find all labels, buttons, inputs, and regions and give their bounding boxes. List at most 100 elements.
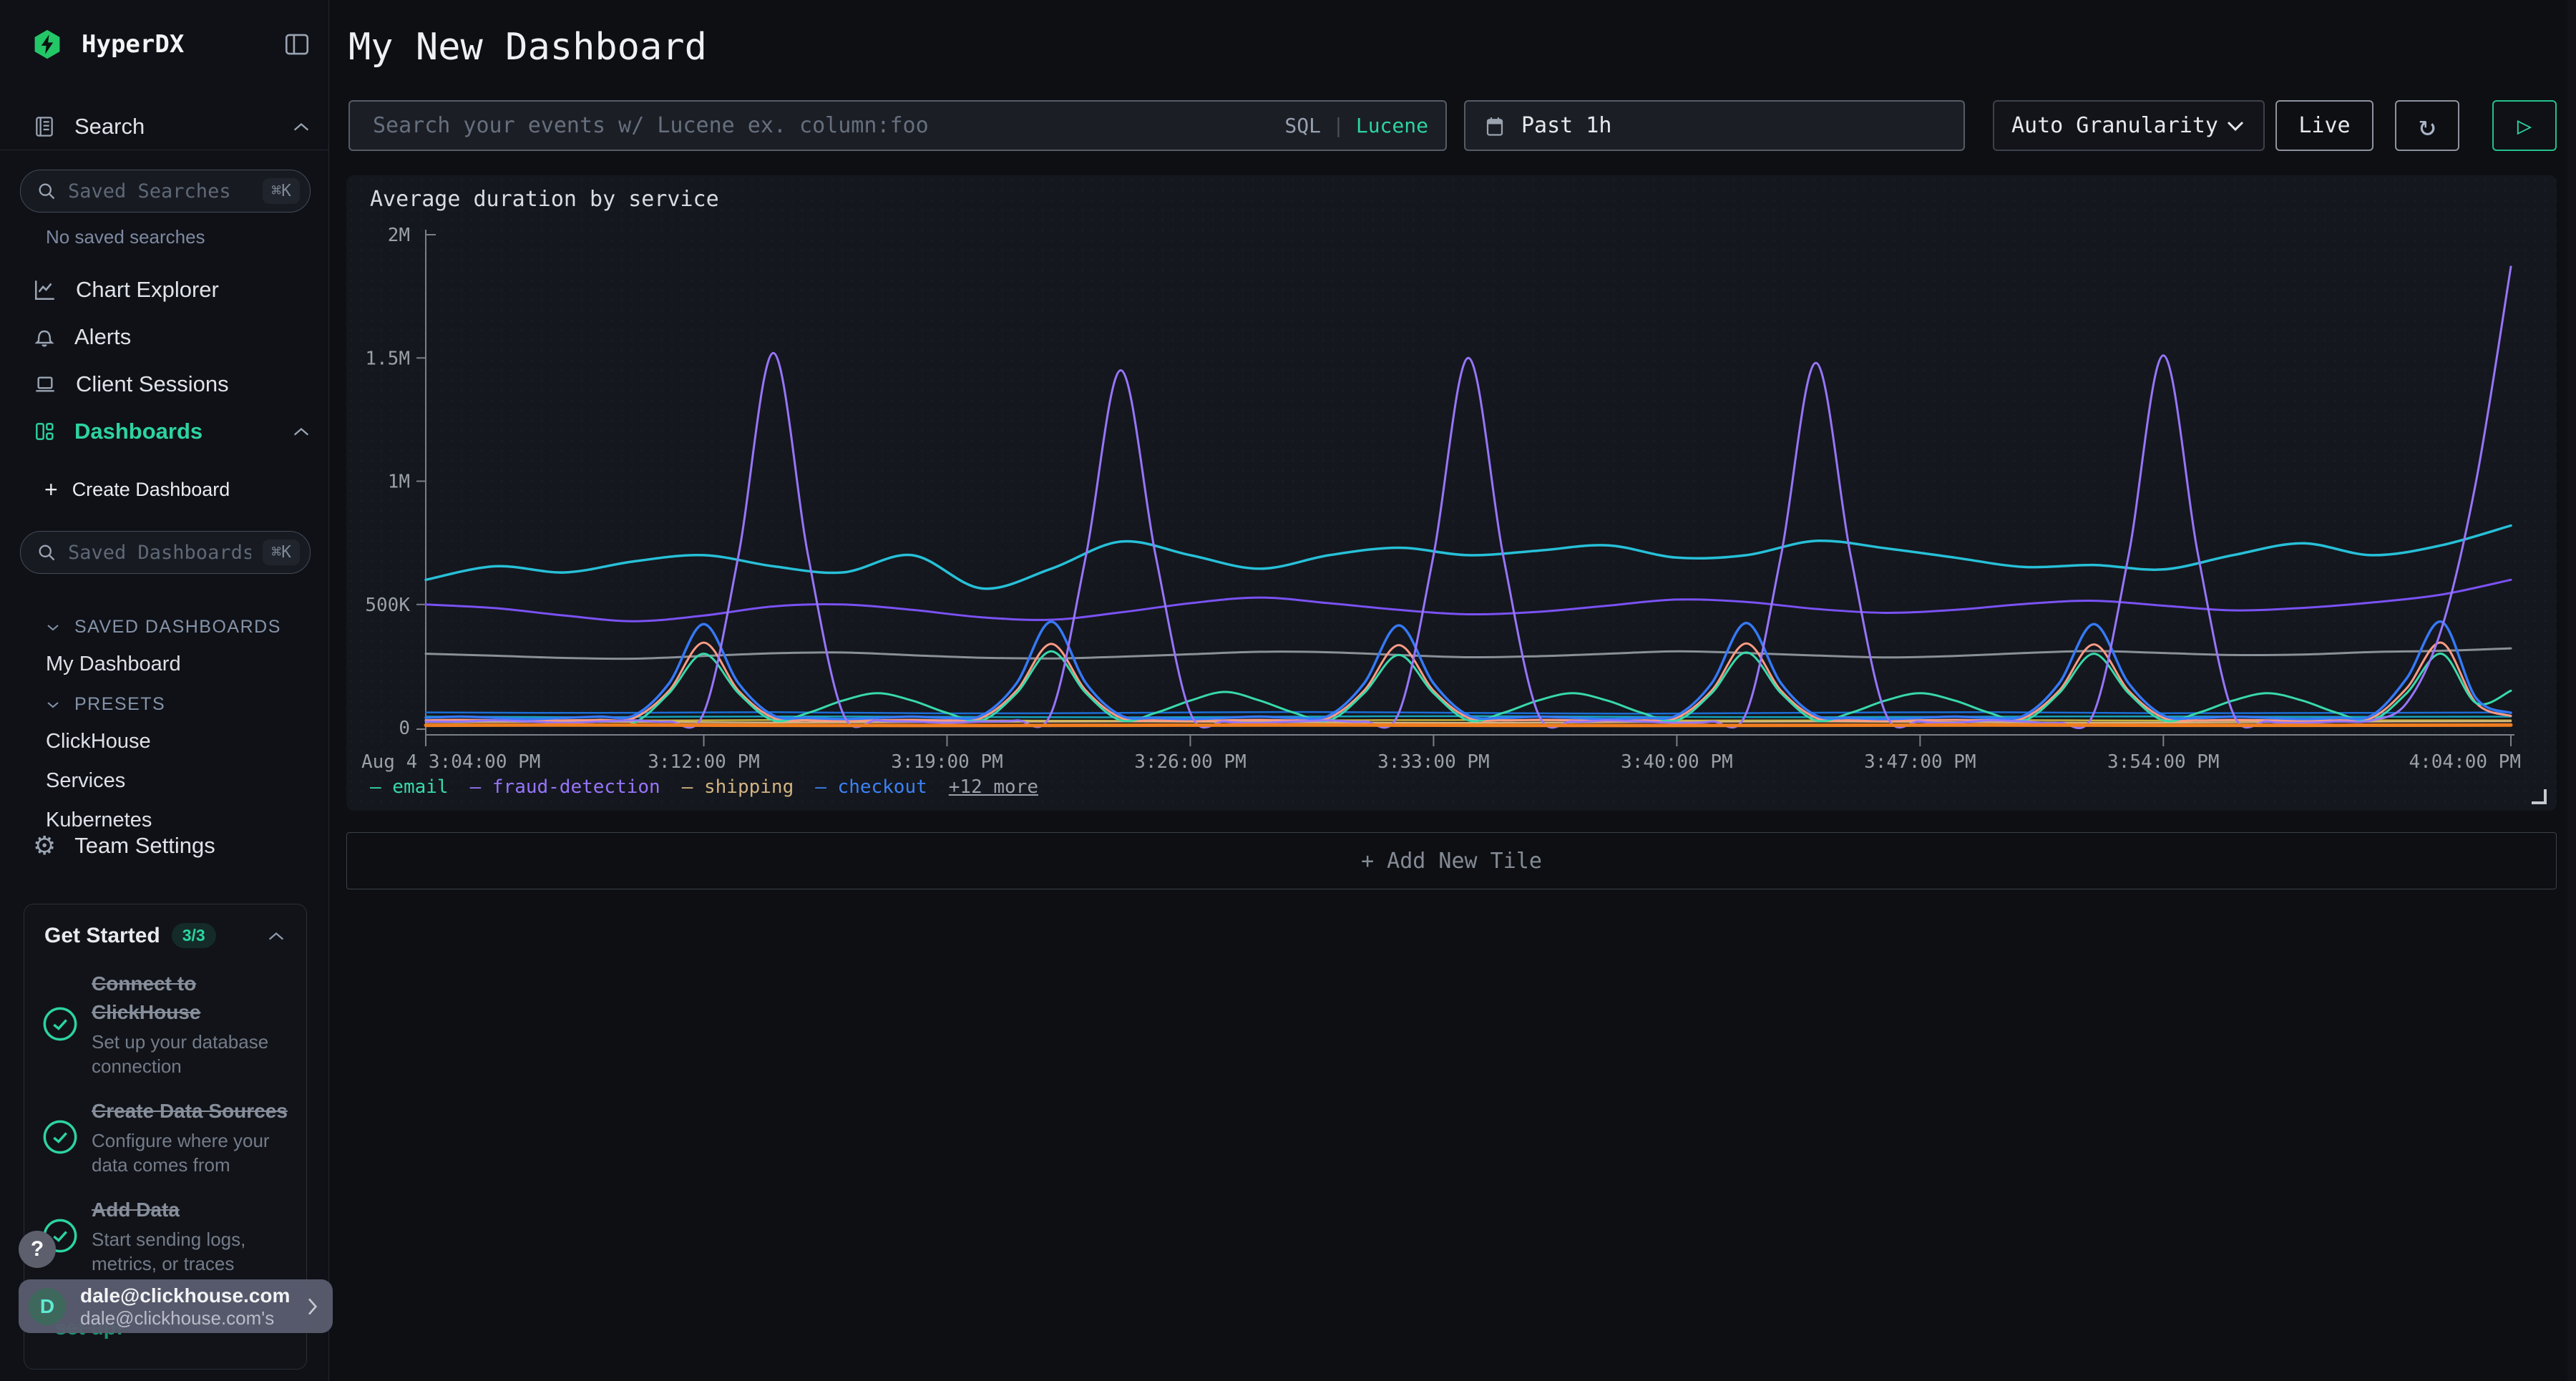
legend-item-email[interactable]: — email xyxy=(370,776,449,798)
search-icon xyxy=(36,181,57,201)
chevron-up-icon xyxy=(291,119,311,134)
sidebar-item-label: Dashboards xyxy=(74,419,203,444)
get-started-item-create-data-sources[interactable]: Create Data Sources Configure where your … xyxy=(24,1083,306,1181)
sidebar-item-dashboards[interactable]: Dashboards xyxy=(0,408,328,455)
time-range-value: Past 1h xyxy=(1521,113,1612,138)
brand-row[interactable]: HyperDX xyxy=(31,29,311,60)
x-axis-label: 4:04:00 PM xyxy=(2409,751,2521,773)
section-header-saved-dashboards[interactable]: SAVED DASHBOARDS xyxy=(0,607,328,645)
get-started-header[interactable]: Get Started 3/3 xyxy=(24,904,306,955)
sidebar-link-my-dashboard[interactable]: My Dashboard xyxy=(46,653,181,675)
get-started-item-add-data[interactable]: Add Data Start sending logs, metrics, or … xyxy=(24,1181,306,1280)
sidebar-section-search-label: Search xyxy=(74,114,145,139)
y-axis-label: 1.5M xyxy=(365,348,410,369)
chevron-up-icon xyxy=(266,929,286,943)
x-axis-label: Aug 4 3:04:00 PM xyxy=(361,751,540,773)
series-line-unlabeled-purple-wavy xyxy=(424,578,2512,623)
sidebar-item-label: Client Sessions xyxy=(76,371,229,396)
sidebar-link-services[interactable]: Services xyxy=(46,769,126,792)
granularity-value: Auto Granularity xyxy=(2011,113,2218,138)
series-line-unlabeled-orange xyxy=(424,723,2513,728)
collapse-sidebar-icon[interactable] xyxy=(283,31,311,57)
play-icon: ▷ xyxy=(2517,111,2532,140)
user-menu[interactable]: D dale@clickhouse.com dale@clickhouse.co… xyxy=(19,1279,333,1333)
sidebar-item-alerts[interactable]: Alerts xyxy=(0,313,328,361)
page-title: My New Dashboard xyxy=(348,26,707,69)
get-started-title: Get Started xyxy=(44,923,160,947)
sidebar-section-search[interactable]: Search xyxy=(33,109,311,144)
y-axis-label: 0 xyxy=(399,718,410,739)
series-line-shipping xyxy=(424,720,2512,724)
get-started-items: Connect to ClickHouse Set up your databas… xyxy=(24,955,306,1280)
lucene-mode-toggle[interactable]: Lucene xyxy=(1355,114,1428,137)
tile-resize-handle[interactable] xyxy=(2532,789,2547,804)
x-axis-label: 3:33:00 PM xyxy=(1377,751,1490,773)
create-dashboard-button[interactable]: + Create Dashboard xyxy=(44,474,311,505)
get-started-item-title: Add Data xyxy=(92,1199,180,1221)
series-line-unlabeled-cyan xyxy=(424,524,2512,590)
chevron-right-icon xyxy=(304,1295,320,1318)
chevron-down-icon xyxy=(2225,118,2246,134)
duration-line-chart[interactable]: 0 500K 1M 1.5M 2M Aug 4 3:04:00 PM 3:12:00 PM 3… xyxy=(346,175,2557,811)
sidebar-link-clickhouse[interactable]: ClickHouse xyxy=(46,730,151,753)
sidebar-item-team-settings[interactable]: ⚙ Team Settings xyxy=(33,829,311,863)
dashboard-grid-icon xyxy=(33,419,56,444)
saved-dashboards-input[interactable] xyxy=(67,540,253,565)
gear-icon: ⚙ xyxy=(33,831,57,860)
get-started-item-desc: Set up your database connection xyxy=(92,1031,269,1077)
sidebar-item-client-sessions[interactable]: Client Sessions xyxy=(0,361,328,408)
section-title: PRESETS xyxy=(74,694,166,714)
x-axis-label: 3:47:00 PM xyxy=(1864,751,1976,773)
x-axis-label: 3:12:00 PM xyxy=(648,751,760,773)
sidebar-item-label: Alerts xyxy=(74,324,132,349)
sidebar-nav: Chart Explorer Alerts Client Sessions Dashb… xyxy=(0,266,328,455)
legend-item-checkout[interactable]: — checkout xyxy=(815,776,927,798)
series-line-fraud-detection xyxy=(424,265,2512,729)
add-new-tile-button[interactable]: + Add New Tile xyxy=(346,832,2557,889)
sql-mode-toggle[interactable]: SQL xyxy=(1284,114,1321,137)
chart-legend: — email — fraud-detection — shipping — chec… xyxy=(370,776,1038,798)
get-started-item-title: Create Data Sources xyxy=(92,1100,288,1122)
get-started-item-desc: Configure where your data comes from xyxy=(92,1130,270,1176)
search-section-icon xyxy=(33,114,56,140)
saved-searches-shortcut: ⌘K xyxy=(263,178,300,204)
scrollbar-track[interactable] xyxy=(2567,0,2576,1381)
x-axis-label: 3:54:00 PM xyxy=(2107,751,2220,773)
brand-name: HyperDX xyxy=(82,30,185,59)
dashboard-tile[interactable]: Average duration by service 0 500K 1M 1.5M 2… xyxy=(346,175,2557,811)
user-email: dale@clickhouse.com xyxy=(80,1284,291,1307)
sidebar-link-kubernetes[interactable]: Kubernetes xyxy=(46,809,152,831)
legend-item--12-more[interactable]: +12 more xyxy=(948,776,1039,798)
get-started-item-title: Connect to ClickHouse xyxy=(92,972,201,1023)
run-query-button[interactable]: ▷ xyxy=(2492,100,2557,151)
check-circle-icon xyxy=(42,1118,79,1156)
x-axis-label: 3:40:00 PM xyxy=(1621,751,1733,773)
y-axis-label: 2M xyxy=(388,225,410,246)
live-button[interactable]: Live xyxy=(2275,100,2373,151)
event-search-input[interactable] xyxy=(371,112,1274,139)
get-started-progress-badge: 3/3 xyxy=(171,923,216,948)
saved-searches-input[interactable] xyxy=(67,179,253,203)
series-line-unlabeled-gray xyxy=(424,647,2512,660)
saved-dashboards-shortcut: ⌘K xyxy=(263,540,300,565)
legend-item-fraud-detection[interactable]: — fraud-detection xyxy=(469,776,660,798)
get-started-item-connect-to-clickhouse[interactable]: Connect to ClickHouse Set up your databas… xyxy=(24,955,306,1083)
help-button[interactable]: ? xyxy=(19,1231,56,1268)
no-saved-searches-text: No saved searches xyxy=(46,226,205,248)
series-line-unlabeled-salmon xyxy=(424,641,2512,722)
chevron-down-icon xyxy=(44,699,62,711)
legend-item-shipping[interactable]: — shipping xyxy=(681,776,794,798)
section-header-presets[interactable]: PRESETS xyxy=(0,684,328,722)
section-title: SAVED DASHBOARDS xyxy=(74,617,281,637)
chevron-down-icon xyxy=(44,622,62,633)
lang-divider: | xyxy=(1332,114,1345,137)
sidebar-item-chart-explorer[interactable]: Chart Explorer xyxy=(0,266,328,313)
saved-dashboards-input-wrap: ⌘K xyxy=(20,531,311,574)
refresh-button[interactable]: ↻ xyxy=(2395,100,2459,151)
live-button-label: Live xyxy=(2298,113,2351,138)
y-axis-label: 500K xyxy=(365,595,410,616)
time-range-picker[interactable]: Past 1h xyxy=(1464,100,1965,151)
granularity-select[interactable]: Auto Granularity xyxy=(1993,100,2265,151)
series-line-checkout xyxy=(424,620,2512,721)
search-icon xyxy=(36,542,57,562)
